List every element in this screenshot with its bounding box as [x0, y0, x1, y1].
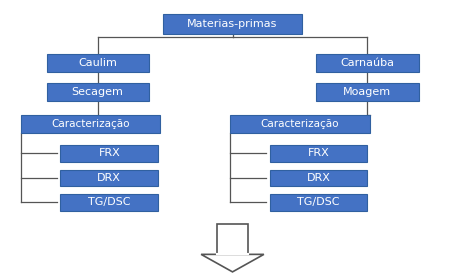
Text: Carnaúba: Carnaúba [340, 58, 394, 68]
Text: FRX: FRX [308, 148, 329, 158]
FancyBboxPatch shape [270, 145, 367, 162]
Text: Secagem: Secagem [72, 87, 124, 97]
Text: DRX: DRX [97, 173, 121, 183]
Polygon shape [201, 254, 264, 272]
Text: TG/DSC: TG/DSC [297, 197, 340, 207]
FancyBboxPatch shape [230, 115, 370, 133]
FancyBboxPatch shape [46, 83, 149, 101]
Text: Caracterização: Caracterização [52, 119, 130, 129]
Text: Materias-primas: Materias-primas [187, 19, 278, 29]
FancyBboxPatch shape [21, 115, 160, 133]
FancyBboxPatch shape [270, 194, 367, 211]
FancyBboxPatch shape [316, 83, 418, 101]
FancyBboxPatch shape [60, 194, 158, 211]
Text: TG/DSC: TG/DSC [88, 197, 131, 207]
FancyBboxPatch shape [270, 170, 367, 186]
FancyBboxPatch shape [60, 145, 158, 162]
Text: Caracterização: Caracterização [261, 119, 339, 129]
Text: FRX: FRX [99, 148, 120, 158]
Text: DRX: DRX [306, 173, 331, 183]
FancyBboxPatch shape [46, 53, 149, 71]
Polygon shape [218, 224, 247, 254]
Text: Caulim: Caulim [78, 58, 117, 68]
FancyBboxPatch shape [163, 14, 302, 34]
FancyBboxPatch shape [316, 53, 418, 71]
FancyBboxPatch shape [60, 170, 158, 186]
Text: Moagem: Moagem [343, 87, 392, 97]
